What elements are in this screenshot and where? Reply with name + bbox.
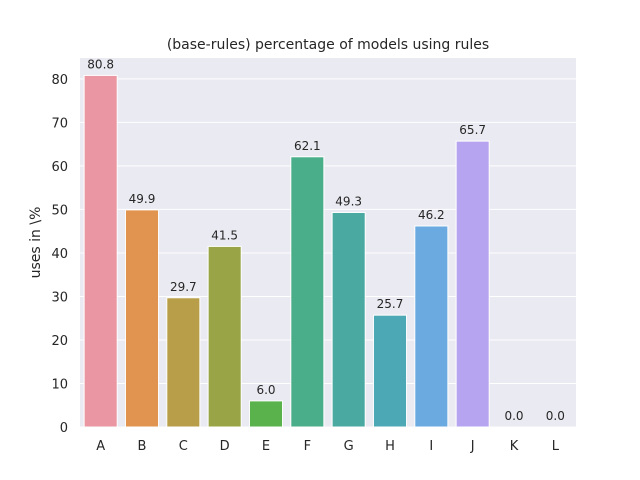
x-tick-label-b: B: [138, 439, 147, 454]
data-label-a: 80.8: [87, 57, 114, 71]
y-tick-label: 70: [51, 116, 68, 131]
x-tick-label-j: J: [470, 439, 475, 454]
x-tick-label-f: F: [304, 439, 311, 454]
x-tick-label-l: L: [552, 439, 560, 454]
bar-h: [372, 314, 408, 428]
x-tick-label-i: I: [429, 439, 433, 454]
x-tick-labels: A B C D E F G H I J K L: [96, 439, 559, 454]
data-label-e: 6.0: [256, 383, 275, 397]
x-tick-label-d: D: [220, 439, 230, 454]
data-label-j: 65.7: [459, 123, 486, 137]
y-tick-label: 10: [51, 377, 68, 392]
data-label-i: 46.2: [418, 208, 445, 222]
data-label-l: 0.0: [546, 409, 565, 423]
data-label-k: 0.0: [504, 409, 523, 423]
bar-c: [166, 297, 201, 428]
data-label-d: 41.5: [211, 228, 238, 242]
bar-d: [207, 245, 242, 428]
data-label-g: 49.3: [335, 194, 362, 208]
y-tick-label: 30: [51, 290, 68, 305]
x-tick-label-e: E: [262, 439, 270, 454]
y-tick-label: 80: [51, 73, 68, 88]
data-label-f: 62.1: [294, 139, 321, 153]
bar-b: [124, 209, 160, 428]
y-tick-label: 20: [51, 334, 68, 349]
bar-a: [83, 74, 118, 428]
y-tick-label: 0: [60, 421, 68, 436]
x-tick-label-c: C: [179, 439, 188, 454]
bar-f: [290, 156, 325, 428]
y-tick-labels: 0 10 20 30 40 50 60 70 80: [51, 73, 68, 436]
bar-e: [248, 400, 284, 428]
x-tick-label-k: K: [510, 439, 519, 454]
y-tick-label: 40: [51, 247, 68, 262]
y-tick-label: 60: [51, 160, 68, 175]
bar-g: [331, 211, 366, 428]
bar-j: [455, 140, 490, 428]
y-axis-label: uses in \%: [28, 207, 44, 279]
data-label-h: 25.7: [377, 297, 404, 311]
x-tick-label-a: A: [96, 439, 105, 454]
plot-area: [80, 58, 576, 427]
data-labels: 80.8 49.9 29.7 41.5 6.0 62.1 49.3 25.7 46.2 65.7 0…: [87, 57, 565, 423]
gridlines: [80, 78, 576, 428]
data-label-b: 49.9: [129, 192, 156, 206]
x-tick-label-h: H: [385, 439, 395, 454]
chart-title: (base-rules) percentage of models using …: [167, 37, 489, 53]
bar-i: [414, 225, 449, 428]
y-tick-label: 50: [51, 203, 68, 218]
bars: [83, 74, 490, 428]
data-label-c: 29.7: [170, 280, 197, 294]
x-tick-label-g: G: [344, 439, 354, 454]
